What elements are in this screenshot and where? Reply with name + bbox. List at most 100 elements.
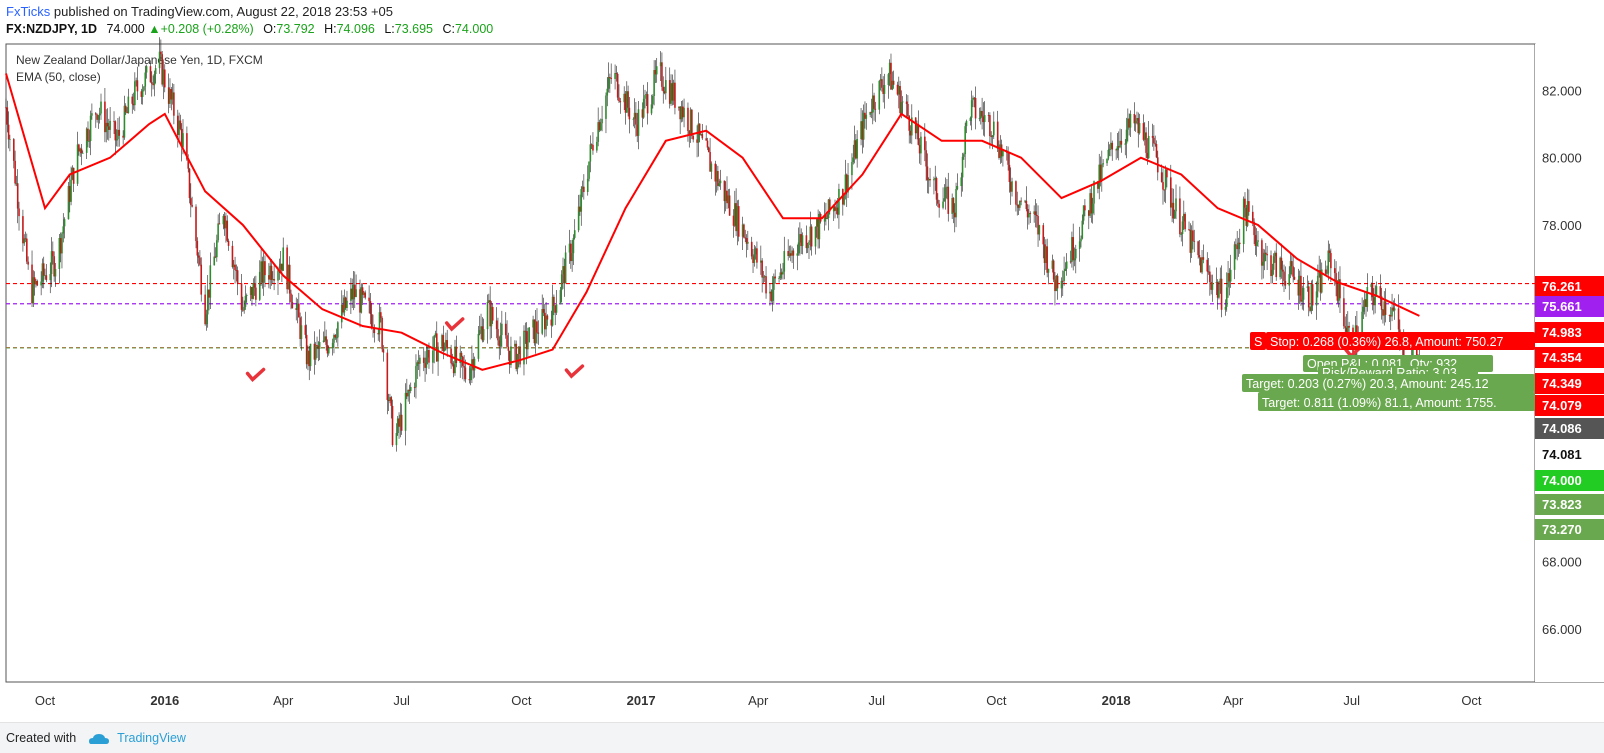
candle-body xyxy=(415,365,417,388)
candle-body xyxy=(437,346,439,362)
candle-body xyxy=(1397,308,1400,330)
candle-body xyxy=(955,189,957,218)
candle-body xyxy=(996,121,999,149)
candle-body xyxy=(993,121,995,136)
price-label: 74.983 xyxy=(1542,325,1582,340)
candle-body xyxy=(286,247,288,290)
candle-body xyxy=(597,122,599,142)
candle-body xyxy=(1090,193,1093,214)
candle-body xyxy=(23,238,26,244)
price-label-box xyxy=(1535,519,1604,540)
candle-body xyxy=(227,240,230,246)
candle-body xyxy=(1293,276,1296,280)
candle-body xyxy=(1084,205,1086,211)
position-label-box[interactable] xyxy=(1258,392,1535,411)
candle-body xyxy=(890,62,892,90)
candle-body xyxy=(459,352,462,364)
candle-body xyxy=(1225,287,1228,307)
candle-body xyxy=(627,91,629,108)
candle-body xyxy=(264,261,266,276)
candle-body xyxy=(290,293,292,303)
candle-body xyxy=(1101,164,1103,181)
candle-body xyxy=(1257,240,1259,242)
candle-body xyxy=(80,148,83,154)
candle-body xyxy=(350,288,352,301)
candle-body xyxy=(1242,198,1245,245)
candle-body xyxy=(1238,242,1241,245)
candle-body xyxy=(1388,314,1391,316)
candle-body xyxy=(897,86,900,95)
candle-body xyxy=(973,97,976,99)
candle-body xyxy=(218,223,221,225)
position-label-box[interactable] xyxy=(1242,374,1535,392)
author-link[interactable]: FxTicks xyxy=(6,4,51,19)
candle-body xyxy=(698,123,701,135)
check-mark-icon xyxy=(245,367,266,383)
candle-body xyxy=(1011,181,1013,192)
candle-body xyxy=(1052,260,1055,280)
candle-body xyxy=(1363,299,1366,307)
candle-body xyxy=(808,242,810,246)
candle-body xyxy=(1215,282,1218,283)
candle-body xyxy=(1125,129,1128,144)
candle-body xyxy=(454,346,456,374)
candle-body xyxy=(653,70,655,96)
candle-body xyxy=(1179,198,1181,235)
candle-body xyxy=(305,334,308,365)
candle-body xyxy=(797,242,800,254)
candle-body xyxy=(1009,182,1012,192)
candle-body xyxy=(624,93,627,113)
candle-body xyxy=(765,276,767,294)
candle-body xyxy=(209,265,212,298)
candle-body xyxy=(217,223,219,241)
candle-body xyxy=(869,111,871,115)
candle-body xyxy=(235,269,238,271)
candle-body xyxy=(1051,260,1054,269)
candle-body xyxy=(687,107,689,131)
candle-body xyxy=(935,178,938,200)
candle-body xyxy=(1045,246,1047,263)
candle-body xyxy=(153,74,156,86)
candle-body xyxy=(425,357,428,368)
candle-body xyxy=(469,368,472,381)
candle-body xyxy=(1219,278,1222,291)
candle-body xyxy=(370,314,373,328)
candle-body xyxy=(1184,213,1186,230)
candle-body xyxy=(978,118,981,119)
candle-body xyxy=(18,208,20,217)
candle-body xyxy=(1227,273,1229,288)
candle-body xyxy=(1218,290,1220,298)
candle-body xyxy=(1246,201,1249,226)
position-label-box[interactable] xyxy=(1266,332,1535,350)
candle-body xyxy=(681,106,684,118)
candle-body xyxy=(1180,234,1183,235)
candle-body xyxy=(1111,142,1114,150)
candle-body xyxy=(1361,311,1363,336)
candle-body xyxy=(799,234,801,243)
candle-body xyxy=(205,314,208,325)
position-label-box[interactable] xyxy=(1250,332,1266,350)
candle-body xyxy=(391,405,394,446)
tradingview-link[interactable]: TradingView xyxy=(117,731,186,745)
candle-body xyxy=(843,194,845,205)
candle-body xyxy=(32,277,35,304)
candle-body xyxy=(1310,284,1313,311)
candle-body xyxy=(1300,275,1302,302)
candle-body xyxy=(44,275,46,277)
candle-body xyxy=(62,226,65,234)
candle-body xyxy=(1339,279,1341,299)
candle-body xyxy=(1007,152,1009,165)
candle-body xyxy=(1306,286,1309,288)
candle-body xyxy=(409,387,412,391)
candle-body xyxy=(969,117,972,122)
candle-body xyxy=(1319,270,1322,293)
candle-body xyxy=(190,198,192,205)
candle-body xyxy=(313,343,316,360)
candle-body xyxy=(981,110,983,117)
candle-body xyxy=(400,414,403,431)
candle-body xyxy=(327,348,330,354)
candle-body xyxy=(480,326,482,331)
price-chart[interactable]: New Zealand Dollar/Japanese Yen, 1D, FXC… xyxy=(0,0,1604,722)
candle-body xyxy=(972,97,974,101)
candle-body xyxy=(150,82,153,84)
